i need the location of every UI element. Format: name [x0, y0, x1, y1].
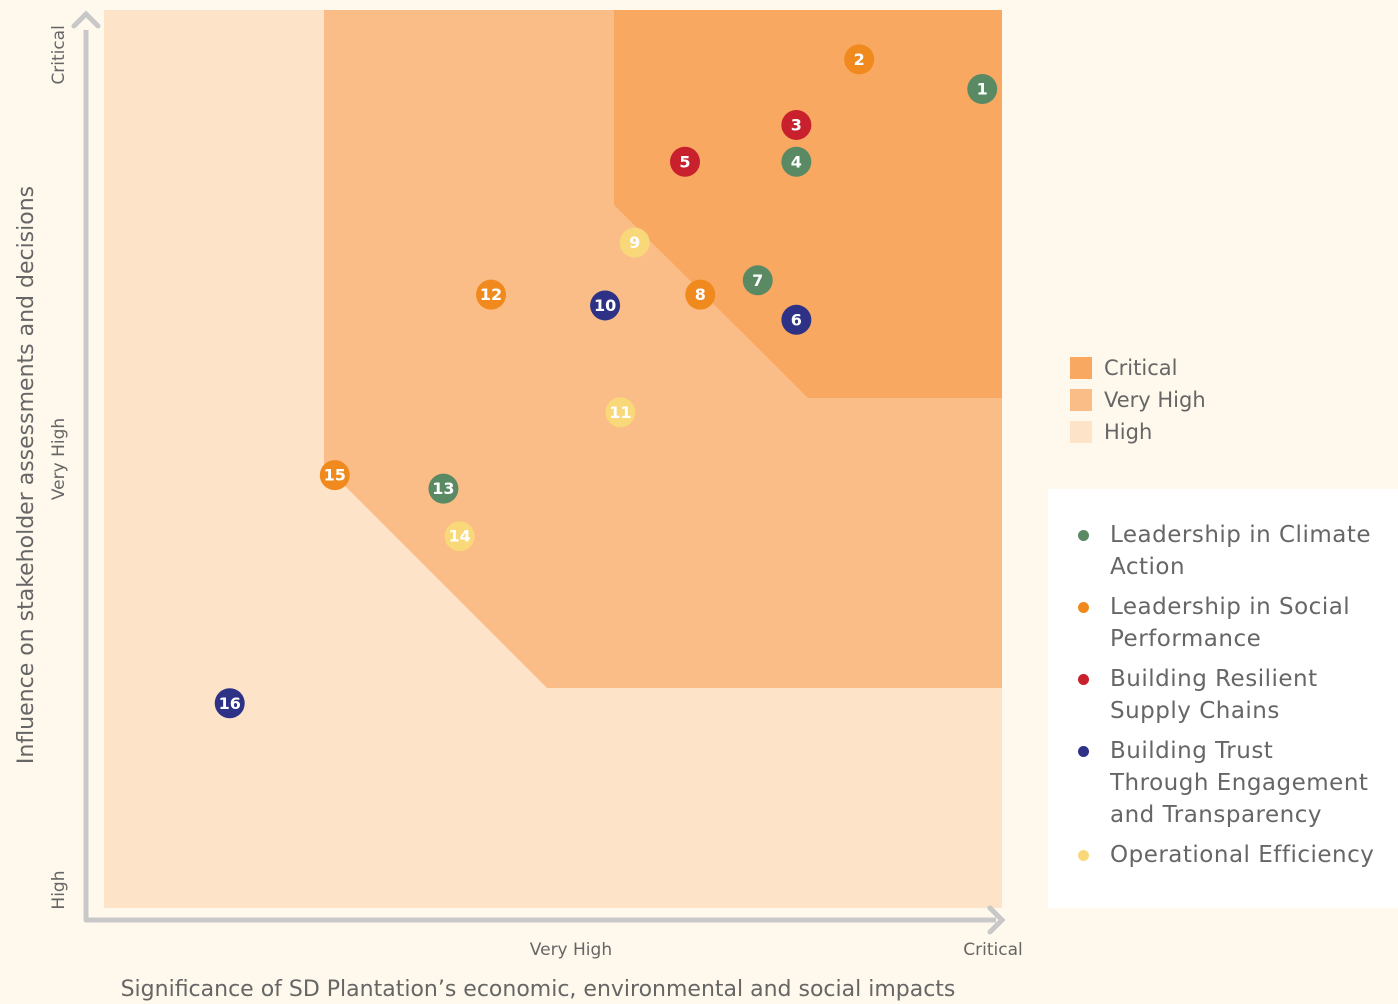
point-label: 3	[791, 115, 802, 134]
point-label: 11	[609, 403, 631, 422]
x-arrow	[987, 905, 1006, 935]
point	[605, 397, 636, 428]
legend-item: Building Trust Through Engagement and Tr…	[1078, 735, 1378, 831]
point-label: 12	[480, 285, 502, 304]
legend-label: Leadership in Climate Action	[1110, 522, 1372, 580]
legend-dot	[1078, 530, 1089, 541]
point	[781, 146, 812, 177]
y-arrow	[71, 10, 101, 29]
point	[476, 279, 507, 310]
zone-legend-label: Critical	[1104, 356, 1178, 380]
y-tick-label: Critical	[49, 25, 69, 84]
point-label: 2	[854, 50, 865, 69]
point-label: 15	[324, 466, 346, 485]
zone-legend-item: Very High	[1070, 384, 1206, 416]
point-label: 8	[695, 285, 706, 304]
point-label: 7	[752, 271, 763, 290]
point-label: 14	[448, 527, 470, 546]
zone-swatch	[1070, 389, 1092, 411]
legend-dot	[1078, 674, 1089, 685]
point	[844, 44, 875, 75]
point	[685, 279, 716, 310]
legend-label: Building Trust Through Engagement and Tr…	[1110, 738, 1369, 828]
x-tick-label: Critical	[963, 940, 1022, 960]
zone-legend: Critical Very High High	[1070, 352, 1206, 448]
legend-item: Operational Efficiency	[1078, 839, 1378, 871]
zone-legend-item: High	[1070, 416, 1206, 448]
legend: Leadership in Climate Action Leadership i…	[1048, 489, 1398, 908]
y-tick-label: High	[49, 871, 69, 910]
point	[214, 688, 245, 719]
zone-legend-item: Critical	[1070, 352, 1206, 384]
zone-swatch	[1070, 357, 1092, 379]
legend-item: Leadership in Social Performance	[1078, 591, 1378, 655]
y-axis-title: Influence on stakeholder assessments and…	[14, 186, 39, 764]
legend-label: Leadership in Social Performance	[1110, 594, 1351, 652]
x-axis-title: Significance of SD Plantation’s economic…	[121, 977, 956, 1002]
point	[590, 290, 621, 321]
point	[428, 473, 459, 504]
point	[781, 304, 812, 335]
point-label: 10	[594, 296, 616, 315]
point-label: 5	[679, 152, 690, 171]
legend-dot	[1078, 746, 1089, 757]
x-tick-label: Very High	[530, 940, 612, 960]
point-label: 1	[977, 80, 988, 99]
point	[742, 265, 773, 296]
zone-legend-label: Very High	[1104, 388, 1206, 412]
point	[444, 521, 475, 552]
legend-item: Building Resilient Supply Chains	[1078, 663, 1378, 727]
zone-legend-label: High	[1104, 420, 1153, 444]
point-label: 4	[791, 152, 802, 171]
point	[670, 146, 701, 177]
legend-dot	[1078, 850, 1089, 861]
legend-label: Building Resilient Supply Chains	[1110, 666, 1318, 724]
point	[319, 460, 350, 491]
point	[781, 109, 812, 140]
axes	[83, 30, 996, 923]
point-label: 9	[629, 233, 640, 252]
point-label: 6	[791, 310, 802, 329]
point	[967, 74, 998, 105]
zone-swatch	[1070, 421, 1092, 443]
point-label: 13	[432, 479, 454, 498]
legend-dot	[1078, 602, 1089, 613]
point	[619, 227, 650, 258]
point-label: 16	[219, 694, 241, 713]
legend-item: Leadership in Climate Action	[1078, 519, 1378, 583]
legend-label: Operational Efficiency	[1110, 842, 1375, 868]
y-tick-label: Very High	[49, 418, 69, 500]
